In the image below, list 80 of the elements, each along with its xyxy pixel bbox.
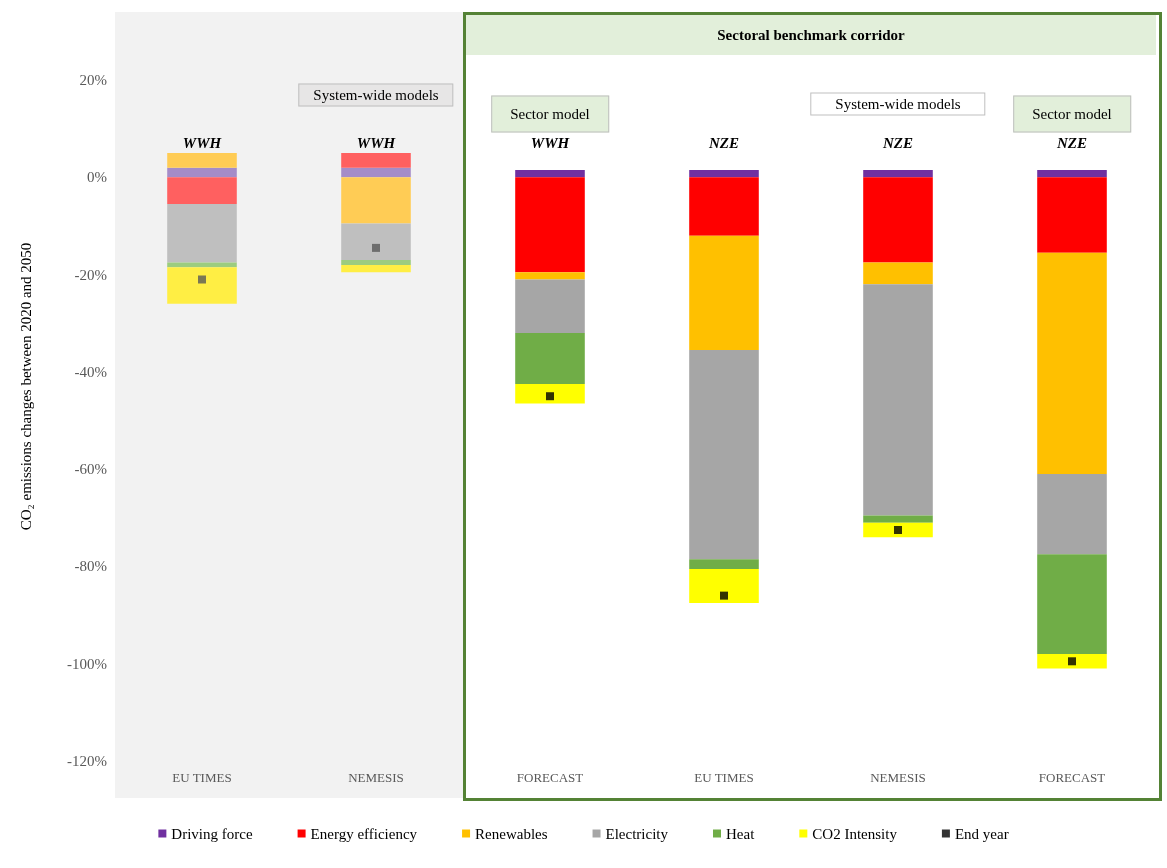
bar	[863, 177, 933, 263]
point	[198, 275, 206, 284]
annotation: Sector model	[1032, 105, 1112, 122]
bar	[515, 333, 585, 385]
point	[372, 243, 380, 252]
bar	[863, 515, 933, 523]
x-tick-label: EU TIMES	[694, 770, 754, 785]
bar	[863, 522, 933, 538]
y-tick-label: 20%	[79, 72, 107, 89]
y-tick-label: -20%	[74, 266, 107, 283]
annotation: Sector model	[510, 105, 590, 122]
point	[1068, 657, 1076, 666]
x-tick-label: FORECAST	[1038, 770, 1106, 785]
y-tick-label: 0%	[87, 169, 107, 186]
bar	[515, 279, 585, 333]
bar	[167, 262, 237, 268]
bar	[341, 177, 411, 224]
x-tick-label: EU TIMES	[172, 770, 232, 785]
bar	[1037, 170, 1107, 178]
bar	[341, 223, 411, 261]
text-box: System-wide models	[298, 83, 454, 107]
legend-label: Energy efficiency	[310, 825, 418, 842]
point	[720, 591, 728, 600]
bar	[1037, 252, 1107, 475]
legend-label: Electricity	[605, 825, 669, 842]
bar	[167, 153, 237, 168]
bar	[689, 559, 759, 569]
bar	[689, 350, 759, 560]
bar	[1037, 654, 1107, 669]
bar	[515, 177, 585, 273]
bar	[515, 384, 585, 404]
bar	[167, 204, 237, 263]
annotation: Sectoral benchmark corridor	[717, 27, 905, 43]
bar	[167, 177, 237, 205]
annotation: WWH	[530, 134, 570, 152]
annotation: WWH	[356, 134, 396, 152]
annotation: NZE	[709, 134, 739, 152]
bar	[863, 284, 933, 516]
bar	[341, 153, 411, 168]
bar	[1037, 554, 1107, 654]
bar	[341, 260, 411, 265]
annotation: WWH	[182, 134, 222, 152]
bar	[863, 170, 933, 178]
bar	[689, 170, 759, 178]
y-tick-label: -80%	[74, 558, 107, 575]
x-tick-label: FORECAST	[516, 770, 584, 785]
bar	[167, 267, 237, 304]
point	[546, 392, 554, 401]
bar	[341, 264, 411, 273]
point	[894, 525, 902, 534]
bar	[689, 568, 759, 603]
bar	[515, 170, 585, 178]
y-tick-label: -120%	[67, 753, 107, 769]
y-axis-title: CO₂ emissions changes between 2020 and 2050	[17, 242, 34, 531]
bar	[167, 167, 237, 178]
legend-label: Renewables	[475, 825, 548, 842]
annotation: NZE	[1057, 134, 1087, 152]
y-tick-label: -100%	[67, 655, 107, 672]
bar	[1037, 177, 1107, 253]
legend-label: End year	[954, 825, 1009, 842]
bar	[689, 177, 759, 236]
annotation: System-wide models	[313, 86, 439, 103]
y-tick-label: -60%	[74, 461, 107, 478]
bar	[515, 272, 585, 280]
x-tick-label: NEMESIS	[870, 770, 926, 785]
legend-label: Driving force	[171, 825, 253, 842]
bar	[1037, 474, 1107, 555]
bar	[863, 262, 933, 285]
annotation: NZE	[883, 134, 913, 152]
x-tick-label: NEMESIS	[348, 770, 404, 785]
bar	[341, 167, 411, 178]
legend-label: Heat	[726, 825, 756, 842]
header-box: Sectoral benchmark corridor	[466, 15, 1156, 55]
bar	[689, 235, 759, 351]
text-box: Sector model	[491, 95, 609, 133]
y-tick-label: -40%	[74, 363, 107, 380]
legend-label: CO2 Intensity	[812, 825, 898, 842]
text-box: Sector model	[1013, 95, 1131, 133]
annotation: System-wide models	[835, 95, 961, 112]
text-box: System-wide models	[810, 92, 986, 116]
